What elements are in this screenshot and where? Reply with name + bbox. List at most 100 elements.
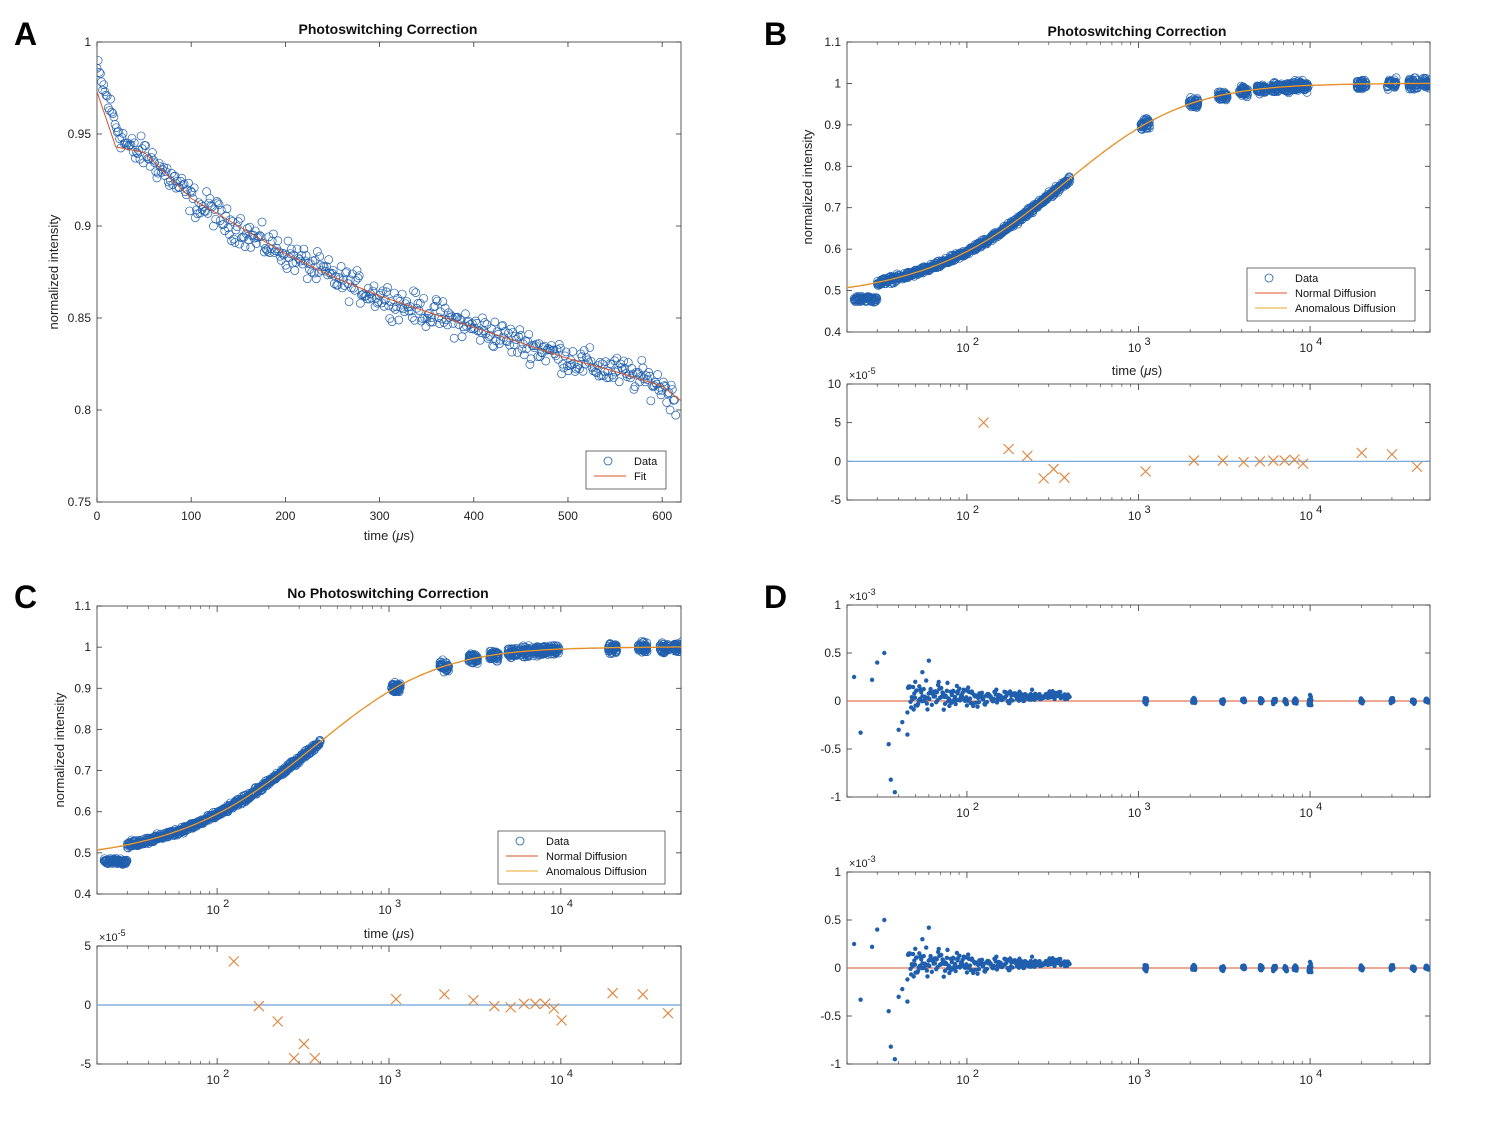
panel-d-subplot-1-residual-dot xyxy=(851,674,857,680)
panel-a-legend-label: Data xyxy=(634,456,658,468)
panel-a-data-point xyxy=(185,206,195,216)
panel-a-data-point xyxy=(146,153,156,162)
panel-a-data-point xyxy=(226,215,235,225)
panel-d-subplot-2-residual-dot xyxy=(984,966,990,972)
panel-b-residual-residual-cross xyxy=(1238,456,1250,468)
panel-a-data-point xyxy=(405,302,415,311)
panel-a-data-point xyxy=(155,162,165,171)
panel-d-subplot-1-cluster-dot xyxy=(1293,696,1298,702)
panel-b-residual-residual-cross xyxy=(1003,443,1015,455)
panel-a-data-point xyxy=(483,334,493,343)
panel-b-residual-residual-cross xyxy=(1059,472,1070,483)
panel-a-legend-label: Fit xyxy=(634,471,646,483)
panel-d-subplot-1-cluster-dot xyxy=(1191,695,1196,701)
panel-d-subplot-1-cluster-dot xyxy=(1307,692,1313,698)
panel-c-residual-residual-cross xyxy=(228,955,240,967)
panel-c-cluster-point xyxy=(391,682,401,692)
panel-a-data-point xyxy=(310,255,320,265)
panel-b-legend-label: Data xyxy=(1295,273,1319,285)
panel-a-xtick-label: 300 xyxy=(370,509,390,523)
panel-d-subplot-1-residual-dot xyxy=(941,707,946,712)
panel-a-data-point xyxy=(311,274,321,284)
panel-a-data-point xyxy=(211,214,221,224)
panel-c-normal-diffusion-line xyxy=(97,646,681,851)
panel-c-residual-residual-cross xyxy=(468,994,479,1006)
panel-a-data-point xyxy=(671,410,681,420)
panel-b-ytick-label: 1 xyxy=(834,76,841,90)
panel-b-residual-xtick-exp: 4 xyxy=(1316,504,1322,516)
panel-label-a: A xyxy=(14,16,37,52)
panel-b-residual-residual-cross xyxy=(1140,465,1151,477)
panel-a-data-point xyxy=(151,167,161,177)
panel-c-residual-ytick-label: 0 xyxy=(84,998,91,1012)
panel-a-data-point xyxy=(455,314,465,324)
panel-a-data-point xyxy=(170,171,180,181)
panel-a-data-point xyxy=(489,342,499,352)
panel-a-data-point xyxy=(488,341,497,351)
panel-a-data-point xyxy=(280,249,289,259)
panel-c-ytick-label: 1.1 xyxy=(74,599,91,613)
panel-a-data-point xyxy=(619,356,629,366)
panel-b-title: Photoswitching Correction xyxy=(1048,23,1227,39)
panel-c-ytick-label: 0.4 xyxy=(74,887,91,901)
panel-d-subplot-1-cluster-dot xyxy=(1307,700,1312,705)
panel-a-data-point xyxy=(387,317,397,327)
panel-a-data-point xyxy=(601,357,610,366)
panel-a-data-point xyxy=(525,360,535,369)
panel-c-residual-residual-cross xyxy=(662,1007,674,1019)
panel-d-subplot-2-cluster-dot xyxy=(1424,965,1429,970)
panel-c-cluster-point xyxy=(443,663,453,673)
panel-a-xtick-label: 500 xyxy=(558,509,578,523)
panel-a-data-point xyxy=(177,173,187,183)
panel-a-data-point xyxy=(109,112,119,122)
panel-d-subplot-2-residual-dot xyxy=(905,977,910,982)
panel-d-subplot-1-residual-dot xyxy=(944,688,950,694)
panel-d-subplot-2-residual-dot xyxy=(994,954,999,959)
panel-a-data-point xyxy=(186,186,196,196)
panel-b-xtick-label: 10 xyxy=(956,341,970,355)
panel-d-subplot-1-residual-dot xyxy=(976,700,982,705)
panel-a-data-point xyxy=(467,319,477,328)
panel-a-data-point xyxy=(137,144,147,153)
panel-b-ytick-label: 0.9 xyxy=(824,118,841,132)
panel-d-subplot-1-cluster-dot xyxy=(1424,698,1429,703)
panel-b-ytick-label: 0.6 xyxy=(824,242,841,256)
panel-d-subplot-1-residual-dot xyxy=(951,689,956,694)
panel-a-data-point xyxy=(281,260,291,270)
panel-d-subplot-1-ytick-label: 0 xyxy=(834,694,841,708)
panel-c-residual-residual-cross xyxy=(529,998,541,1010)
panel-d-subplot-2-xtick-label: 10 xyxy=(956,1073,970,1087)
panel-b-residual-ytick-label: 0 xyxy=(834,454,841,468)
panel-d-subplot-2-residual-dot xyxy=(900,986,905,992)
panel-c-cluster-point xyxy=(549,646,558,656)
panel-d-subplot-2-cluster-dot xyxy=(1143,967,1148,973)
panel-d-subplot-1-residual-dot xyxy=(869,677,875,683)
panel-c-residual-xtick-exp: 2 xyxy=(223,1068,229,1080)
panel-a-data-point xyxy=(235,239,244,249)
panel-b-residual-frame xyxy=(846,383,1431,501)
panel-d-subplot-2-residual-dot xyxy=(882,917,887,923)
panel-c-residual-residual-cross xyxy=(607,987,618,999)
panel-d-subplot-2-residual-dot xyxy=(991,963,997,969)
panel-label-d: D xyxy=(764,579,787,615)
panel-d-subplot-1-residual-dot xyxy=(882,650,887,656)
panel-c-residual-residual-cross xyxy=(309,1052,321,1064)
panel-d-subplot-2-exponent: ×10-3 xyxy=(849,854,876,870)
panel-c-xtick-exp: 2 xyxy=(223,898,229,910)
panel-c-cluster-point xyxy=(387,684,397,693)
panel-a-data-point xyxy=(222,204,232,214)
panel-a-data-point xyxy=(638,363,648,373)
panel-b-cluster-point xyxy=(1389,80,1399,90)
panel-b-residual-residual-cross xyxy=(1188,455,1200,466)
panel-a-data-point xyxy=(605,359,615,368)
panel-d-subplot-1-residual-dot xyxy=(900,719,905,725)
panel-a-data-point xyxy=(513,348,522,357)
panel-d-subplot-2-residual-dot xyxy=(920,937,925,942)
panel-b-legend-marker-data xyxy=(1264,273,1274,283)
panel-a-ytick-label: 0.75 xyxy=(68,495,92,509)
panel-c-cluster-point xyxy=(471,656,481,665)
panel-c-xtick-exp: 3 xyxy=(395,898,401,910)
panel-d-subplot-1-residual-dot xyxy=(928,686,933,692)
